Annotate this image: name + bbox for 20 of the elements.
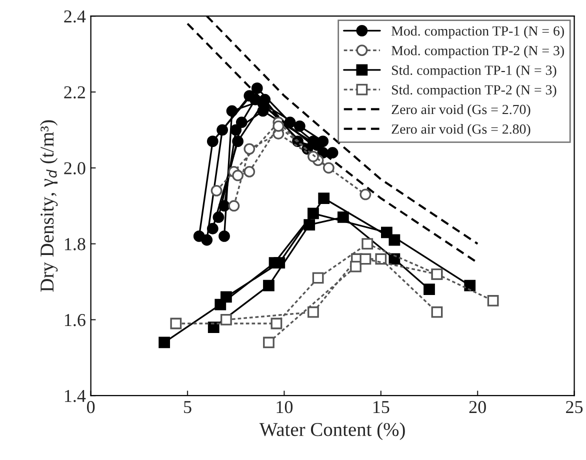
y-tick-label: 2.2 bbox=[64, 86, 85, 99]
y-tick-label: 2.4 bbox=[64, 10, 86, 23]
y-tick-label: 2.0 bbox=[64, 162, 86, 174]
legend-label: Std. compaction TP-2 (N = 3) bbox=[392, 84, 556, 98]
x-tick-label: 10 bbox=[276, 400, 293, 414]
x-tick-label: 20 bbox=[469, 400, 486, 414]
x-axis-title: Water Content (%) bbox=[259, 422, 405, 440]
y-tick-label: 1.4 bbox=[64, 390, 86, 402]
legend-label: Zero air void (Gs = 2.70) bbox=[392, 104, 530, 117]
x-tick-label: 5 bbox=[184, 401, 192, 414]
legend-label: Std. compaction TP-1 (N = 3) bbox=[392, 65, 556, 78]
legend-label: Zero air void (Gs = 2.80) bbox=[392, 124, 530, 137]
x-tick-label: 15 bbox=[373, 401, 390, 414]
legend-label: Mod. compaction TP-1 (N = 6) bbox=[392, 26, 564, 38]
x-tick-label: 25 bbox=[566, 401, 583, 414]
y-tick-label: 1.6 bbox=[64, 314, 86, 326]
y-axis-title: Dry Density, γ$_{d}$ (t/m³) bbox=[40, 120, 58, 292]
legend-label: Mod. compaction TP-2 (N = 3) bbox=[392, 46, 564, 58]
x-tick-label: 0 bbox=[87, 400, 95, 414]
y-tick-label: 1.8 bbox=[64, 238, 86, 250]
